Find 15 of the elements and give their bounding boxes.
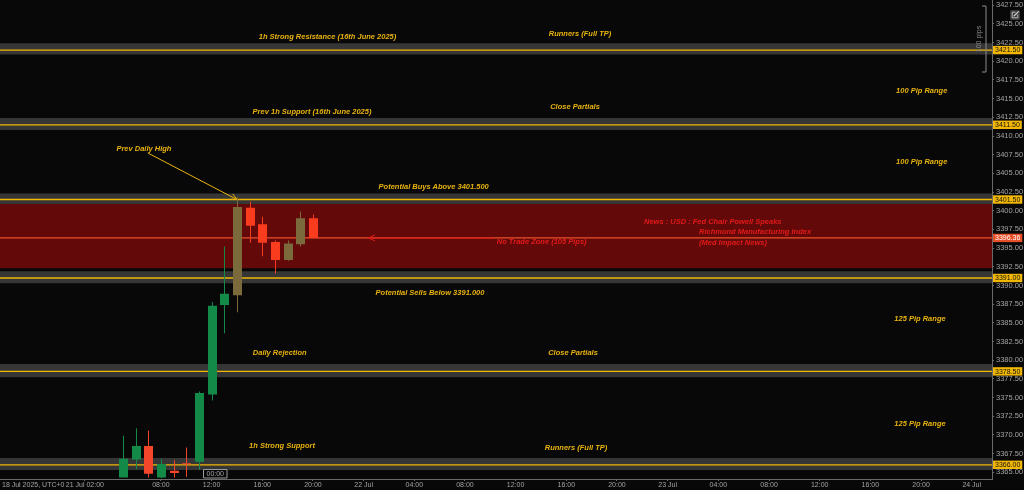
candlestick [119, 435, 128, 478]
candlestick [144, 430, 153, 478]
candlestick [208, 301, 217, 401]
candlestick [271, 240, 280, 274]
candlestick [182, 447, 191, 477]
candlestick [157, 458, 166, 479]
candlestick [309, 214, 318, 239]
candlestick [220, 246, 229, 334]
candlestick [233, 197, 242, 313]
candlestick [195, 391, 204, 471]
candlestick [296, 211, 305, 247]
candlestick [132, 428, 141, 470]
candlestick [170, 460, 179, 478]
candlestick [258, 216, 267, 257]
candlestick [246, 201, 255, 243]
